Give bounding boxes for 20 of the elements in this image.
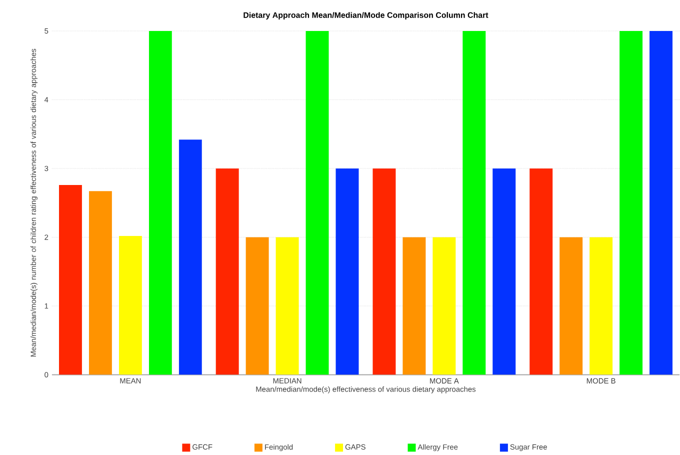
bar bbox=[336, 168, 359, 375]
bar bbox=[148, 30, 172, 375]
bar bbox=[560, 237, 583, 375]
bar bbox=[216, 168, 239, 375]
bar bbox=[88, 191, 112, 375]
bar bbox=[246, 237, 269, 375]
bar bbox=[492, 168, 516, 375]
bar bbox=[530, 168, 553, 375]
bar bbox=[650, 30, 673, 375]
bar bbox=[590, 237, 613, 375]
bar bbox=[462, 30, 486, 375]
bar bbox=[372, 168, 396, 375]
bar bbox=[178, 140, 202, 375]
bar bbox=[432, 237, 456, 375]
bar bbox=[620, 30, 643, 375]
bar bbox=[306, 30, 329, 375]
bar bbox=[118, 236, 142, 375]
bar bbox=[402, 237, 426, 375]
bar bbox=[276, 237, 299, 375]
bar bbox=[58, 184, 82, 375]
